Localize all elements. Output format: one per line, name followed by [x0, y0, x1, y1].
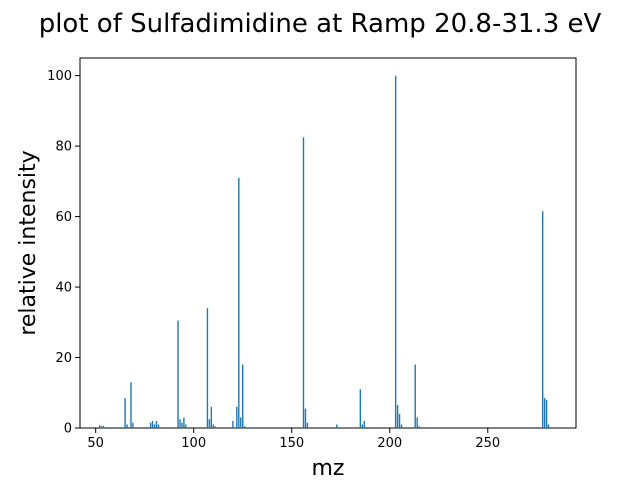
bar-mz-53 [100, 426, 103, 428]
bar-mz-187 [363, 420, 365, 428]
bar-mz-94 [181, 422, 183, 428]
bar-mz-95 [183, 417, 185, 428]
bar-mz-111 [214, 426, 216, 428]
y-tick-label: 60 [55, 210, 72, 225]
bar-mz-205 [398, 413, 401, 428]
bar-mz-122 [236, 406, 238, 428]
x-axis-label: mz [312, 456, 345, 480]
x-tick-label: 250 [475, 436, 500, 451]
bar-mz-158 [306, 422, 309, 428]
bar-mz-124 [240, 417, 242, 428]
bar-mz-185 [359, 389, 362, 428]
bar-mz-203 [394, 75, 397, 429]
y-tick-label: 20 [55, 351, 72, 366]
bar-mz-52 [98, 425, 101, 428]
x-tick-label: 50 [87, 436, 104, 451]
bar-mz-93 [179, 419, 181, 428]
y-tick-label: 80 [55, 140, 72, 155]
bar-mz-54 [102, 425, 105, 428]
bar-mz-69 [132, 422, 134, 428]
bar-mz-109 [210, 406, 213, 428]
bar-mz-281 [547, 424, 550, 428]
bar-mz-157 [304, 408, 307, 428]
bar-mz-213 [414, 364, 416, 428]
y-tick-label: 40 [55, 281, 72, 296]
bar-mz-82 [157, 424, 160, 428]
bar-mz-173 [336, 424, 338, 428]
y-axis: 0 20 40 60 80 100 [47, 69, 80, 437]
bar-mz-204 [396, 405, 399, 428]
x-tick-label: 150 [279, 436, 304, 451]
bar-mz-120 [232, 420, 234, 428]
bar-mz-68 [130, 382, 132, 428]
y-tick-label: 0 [64, 422, 72, 437]
bar-mz-107 [206, 308, 209, 428]
bar-mz-65 [124, 398, 126, 428]
bar-mz-125 [242, 364, 244, 428]
bar-mz-206 [400, 424, 403, 428]
bar-mz-278 [541, 211, 544, 428]
x-tick-label: 100 [181, 436, 206, 451]
y-axis-label: relative intensity [16, 150, 41, 335]
x-axis: 50 100 150 200 250 [87, 428, 500, 451]
bar-series [98, 75, 550, 429]
bar-mz-279 [543, 398, 546, 428]
bar-mz-81 [155, 420, 158, 428]
bar-mz-80 [153, 424, 156, 428]
bar-mz-110 [212, 424, 215, 428]
y-tick-label: 100 [47, 69, 72, 84]
bar-mz-78 [149, 422, 152, 428]
bar-mz-123 [238, 177, 240, 428]
bar-mz-108 [208, 419, 211, 428]
bar-mz-92 [177, 320, 179, 428]
x-tick-label: 200 [377, 436, 402, 451]
bar-mz-280 [545, 399, 548, 428]
bar-mz-66 [126, 424, 128, 428]
plot-area [79, 57, 577, 429]
bar-mz-79 [151, 420, 154, 428]
bar-mz-186 [361, 424, 364, 428]
bar-mz-126 [243, 426, 246, 428]
bar-mz-156 [302, 137, 305, 429]
bar-mz-214 [416, 417, 418, 428]
chart-title: plot of Sulfadimidine at Ramp 20.8-31.3 … [39, 9, 602, 39]
bar-mz-96 [185, 424, 187, 428]
bar-mz-215 [418, 426, 420, 428]
